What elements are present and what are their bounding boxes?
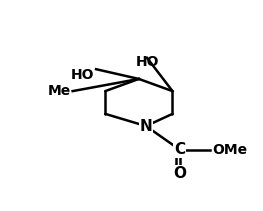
Text: N: N bbox=[140, 119, 152, 134]
Text: HO: HO bbox=[70, 68, 94, 82]
Text: Me: Me bbox=[47, 84, 70, 98]
Text: OMe: OMe bbox=[212, 143, 247, 157]
Text: C: C bbox=[174, 142, 185, 157]
Text: HO: HO bbox=[135, 55, 159, 69]
Text: O: O bbox=[173, 166, 186, 181]
